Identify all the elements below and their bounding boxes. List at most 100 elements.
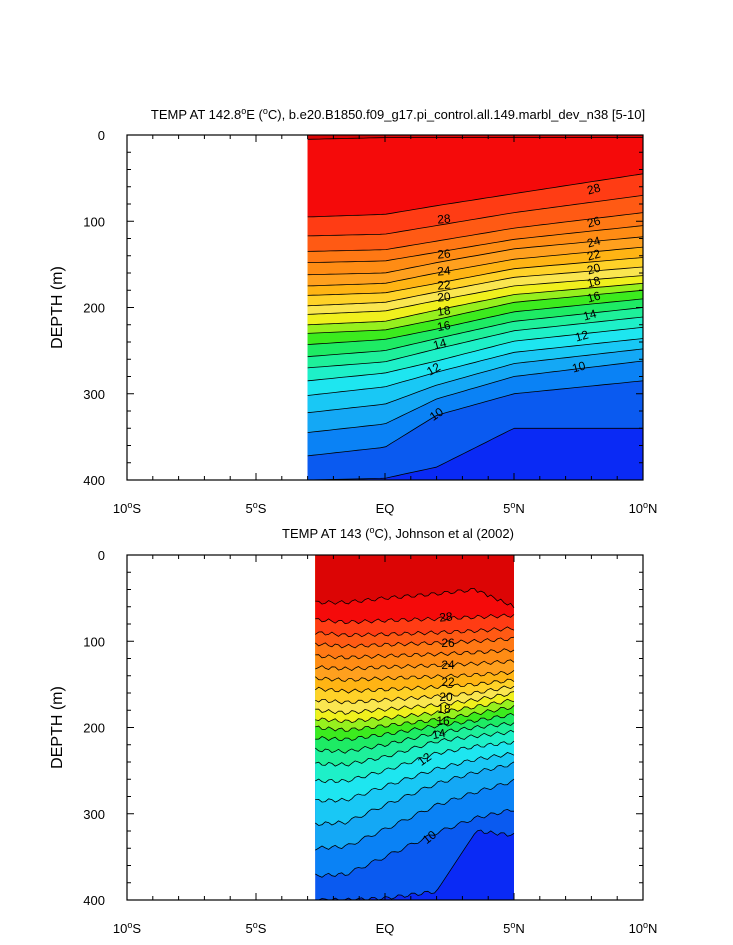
y-tick-label: 300 [83,807,105,822]
y-axis: 0 100 200 300 400 DEPTH (m) [49,548,643,908]
x-tick-label: 10oS [113,500,141,516]
contour-line-9 [315,829,515,901]
contour-line-16 [315,722,515,754]
contour-label: 18 [585,273,602,290]
contour-line-24 [315,659,515,671]
chart-title: TEMP AT 142.8oE (oC), b.e20.B1850.f09_g1… [151,106,645,122]
contour-line-28 [315,613,515,625]
contour-lines [307,137,644,481]
contour-line-12 [315,761,515,826]
contour-line-22 [307,257,644,296]
contour-line-17 [307,298,644,345]
contour-lines [315,587,515,901]
contour-label: 26 [585,213,602,230]
y-tick-label: 200 [83,721,105,736]
contour-line-27 [307,195,644,237]
x-tick-label: 5oS [246,920,267,936]
contour-line-22 [315,678,515,694]
contour-label: 22 [441,675,455,689]
contour-line-21 [315,685,515,705]
contour-line-13 [315,752,515,803]
contour-line-11 [307,360,644,433]
contour-label: 24 [585,233,602,250]
contour-label: 16 [585,288,602,305]
x-axis: 10oS 5oS EQ 5oN 10oN [113,555,658,936]
contour-label: 20 [437,289,452,304]
contour-label: 12 [573,327,590,344]
x-tick-label: 10oS [113,920,141,936]
contour-label: 18 [436,303,451,319]
y-tick-label: 100 [83,634,105,649]
contour-line-15 [315,729,515,767]
contour-line-13 [307,338,644,396]
contour-line-28 [307,173,644,218]
y-tick-label: 400 [83,473,105,488]
chart-panel-1: 2828262624242222202018181616141412121010… [49,106,657,516]
contour-label: 14 [431,726,447,742]
contour-line-15 [307,316,644,369]
contour-label: 22 [437,277,452,292]
contour-line-20 [315,691,515,715]
contour-line-9 [307,427,643,481]
contour-label: 18 [437,702,451,716]
contour-line-29 [307,137,643,140]
band-29 [307,135,643,217]
band-30 [307,135,643,140]
x-tick-label: 5oN [503,920,525,936]
contour-line-25 [315,648,515,660]
x-tick-label: 10oN [629,500,658,516]
contour-line-16 [307,307,644,358]
contour-fill [307,135,643,480]
y-tick-label: 300 [83,387,105,402]
contour-label: 24 [441,658,455,672]
contour-line-17 [315,712,515,742]
contour-line-21 [307,266,644,307]
x-tick-label: EQ [376,501,395,516]
y-tick-label: 0 [98,548,105,563]
y-tick-label: 400 [83,893,105,908]
contour-label: 26 [437,246,452,261]
contour-line-18 [315,705,515,732]
contour-line-26 [307,212,644,252]
contour-line-12 [307,348,644,414]
y-axis: 0 100 200 300 400 DEPTH (m) [49,128,643,488]
y-tick-label: 100 [83,214,105,229]
contour-line-18 [307,289,644,334]
contour-line-19 [307,283,644,326]
y-tick-label: 0 [98,128,105,143]
contour-label: 10 [570,358,587,375]
y-axis-label: DEPTH (m) [49,266,66,349]
contour-label: 20 [439,690,453,704]
contour-label: 16 [436,318,452,334]
x-tick-label: 5oS [246,500,267,516]
contour-line-29 [315,587,515,609]
contour-line-14 [307,326,644,382]
contour-line-23 [315,670,515,682]
band-30 [315,555,514,608]
contour-fill [315,555,514,900]
x-axis: 10oS 5oS EQ 5oN 10oN [113,135,658,516]
contour-line-27 [315,626,515,638]
x-tick-label: 10oN [629,920,658,936]
contour-line-10 [307,380,644,457]
contour-line-20 [307,275,644,315]
contour-label: 28 [437,211,452,226]
contour-label: 28 [585,180,602,197]
contour-label: 16 [436,714,450,728]
contour-line-26 [315,636,515,649]
y-tick-label: 200 [83,301,105,316]
contour-label: 14 [431,335,448,352]
contour-line-23 [307,246,644,287]
contour-label: 14 [581,306,598,323]
x-tick-label: 5oN [503,500,525,516]
contour-line-14 [315,740,515,784]
contour-line-11 [315,778,515,851]
contour-label: 20 [585,260,602,277]
contour-label: 24 [437,263,452,278]
x-tick-label: EQ [376,921,395,936]
y-axis-label: DEPTH (m) [49,686,66,769]
